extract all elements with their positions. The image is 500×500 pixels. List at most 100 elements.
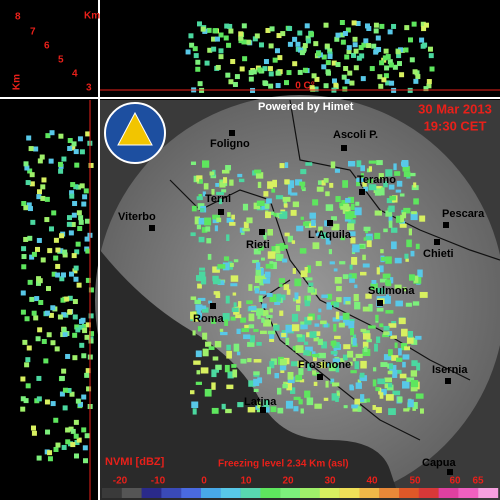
echo [421,26,427,32]
echo [78,215,84,221]
echo [243,334,251,340]
echo [21,246,27,252]
echo [72,299,78,305]
echo [214,341,222,348]
echo [73,433,79,439]
echo [193,360,201,365]
echo [321,64,327,70]
echo [385,280,391,286]
echo [324,43,330,49]
echo [299,248,307,254]
echo [197,81,203,87]
echo [238,31,244,37]
echo [330,350,338,355]
echo [381,77,387,83]
city-marker [259,229,265,235]
echo [84,372,90,378]
echo [261,303,267,309]
echo [384,382,393,388]
echo [363,237,368,241]
echo [305,162,313,166]
city-label: Ascoli P. [333,129,378,141]
echo [202,160,210,168]
echo [326,302,333,310]
echo [351,20,357,26]
echo [356,178,361,187]
echo [233,302,237,308]
echo [260,257,265,261]
echo [297,30,303,36]
echo [412,301,420,306]
echo [275,70,281,76]
echo [85,248,91,254]
echo [65,353,71,359]
echo [53,446,59,452]
echo [327,53,333,59]
echo [273,324,280,331]
echo [225,72,231,78]
echo [185,49,191,55]
echo [348,361,353,366]
echo [333,302,340,308]
echo [385,256,392,264]
echo [413,182,417,188]
echo [242,56,248,62]
height-unit: Km [12,74,23,90]
echo [222,262,230,271]
echo [34,398,40,404]
echo [238,301,242,308]
echo [202,332,208,340]
scale-label: 30 [324,476,336,487]
echo [354,284,358,289]
echo [191,205,197,212]
echo [339,315,346,321]
echo [376,267,380,275]
echo [204,60,210,66]
echo [335,196,341,203]
echo [242,203,249,211]
echo [282,196,291,202]
echo [189,42,195,48]
echo [241,39,247,45]
echo [263,191,269,197]
echo [404,346,410,351]
echo [28,146,34,152]
echo [253,371,260,376]
echo [205,341,212,347]
echo [260,330,267,335]
scale-label: 50 [409,476,421,487]
echo [279,243,285,251]
echo [85,277,91,283]
echo [318,226,323,232]
echo [61,312,67,318]
echo [314,323,320,327]
city-marker [377,300,383,306]
echo [392,369,398,375]
echo [379,23,385,29]
echo [29,172,35,178]
echo [23,205,29,211]
scale-swatch [458,488,479,498]
echo [343,296,351,305]
echo [239,227,245,233]
echo [352,42,358,48]
echo [352,338,357,346]
echo [247,358,252,363]
echo [41,338,47,344]
echo [54,346,60,352]
echo [428,53,434,59]
echo [366,338,372,343]
echo [340,39,346,45]
echo [73,276,79,282]
echo [419,37,425,43]
echo [257,67,263,73]
echo [248,324,255,329]
echo [195,66,201,72]
scale-swatch [201,488,221,498]
height-tick: 3 [86,83,92,94]
city-label: Viterbo [118,211,156,223]
echo [219,328,224,332]
scale-swatch [438,488,459,498]
echo [200,276,207,285]
echo [276,387,282,395]
